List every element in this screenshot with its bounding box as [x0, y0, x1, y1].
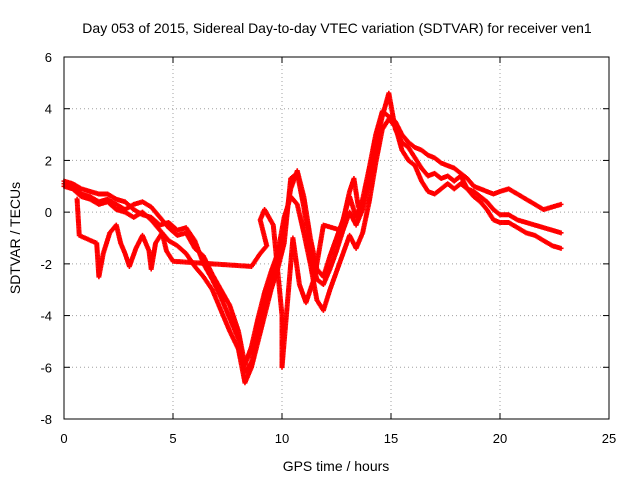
y-tick-label: -6 [40, 360, 52, 375]
axis-tick-labels: 0 5 10 15 20 25 -8 -6 -4 -2 0 2 4 6 [40, 50, 616, 446]
plot-frame [63, 56, 610, 420]
y-tick-label: -2 [40, 257, 52, 272]
data-point [558, 245, 564, 251]
y-tick-label: 0 [45, 205, 52, 220]
x-tick-label: 10 [275, 431, 289, 446]
x-tick-label: 20 [493, 431, 507, 446]
y-tick-label: -4 [40, 309, 52, 324]
y-axis-label: SDTVAR / TECUs [7, 182, 23, 294]
x-tick-label: 15 [384, 431, 398, 446]
x-tick-label: 5 [169, 431, 176, 446]
y-tick-label: -8 [40, 412, 52, 427]
data-points [61, 90, 564, 386]
y-tick-label: 2 [45, 153, 52, 168]
y-tick-label: 4 [45, 102, 52, 117]
series-track-d [74, 176, 361, 370]
chart-title: Day 053 of 2015, Sidereal Day-to-day VTE… [82, 20, 592, 36]
data-point [355, 204, 361, 210]
x-tick-label: 0 [60, 431, 67, 446]
x-axis-label: GPS time / hours [283, 458, 390, 474]
series-track-c [61, 108, 564, 375]
x-tick-label: 25 [602, 431, 616, 446]
data-point [558, 201, 564, 207]
y-tick-label: 6 [45, 50, 52, 65]
data-point [558, 230, 564, 236]
